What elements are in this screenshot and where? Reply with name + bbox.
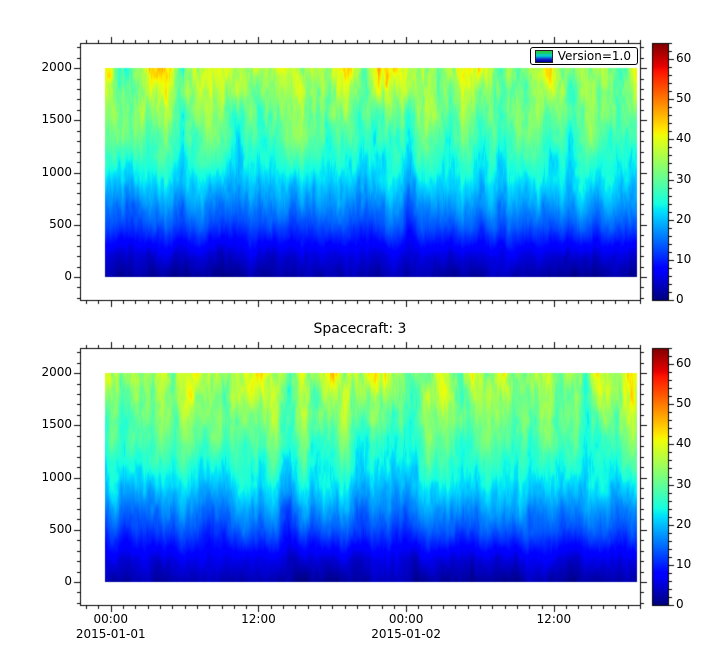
- legend-box: Version=1.0: [529, 47, 638, 65]
- colorbar-tick-label: 60: [676, 51, 692, 66]
- y-tick-label: 2000: [41, 60, 72, 75]
- x-date-label: 2015-01-01: [75, 627, 146, 641]
- x-tick-label: 12:00: [241, 612, 276, 626]
- colorbar-tick-label: 50: [676, 91, 692, 106]
- x-date-label: 2015-01-02: [371, 627, 442, 641]
- colorbar-tick-label: 40: [676, 436, 692, 451]
- y-tick-label: 0: [64, 269, 72, 284]
- y-tick-label: 1000: [41, 469, 72, 484]
- y-tick-label: 500: [49, 216, 72, 231]
- bottom-plot-title: Spacecraft: 3: [313, 321, 407, 337]
- x-tick-label: 00:00: [93, 612, 129, 626]
- colorbar-tick-label: 60: [676, 356, 692, 371]
- colorbar-tick-label: 0: [676, 292, 684, 306]
- colorbar-tick-label: 20: [676, 211, 692, 226]
- colorbar-tick-label: 10: [676, 556, 692, 571]
- y-tick-label: 1500: [41, 417, 72, 432]
- y-tick-label: 1500: [41, 112, 72, 127]
- colorbar-tick-label: 20: [676, 516, 692, 531]
- y-tick-label: 1000: [41, 164, 72, 179]
- colorbar-tick-label: 0: [676, 597, 684, 611]
- y-tick-label: 2000: [41, 365, 72, 380]
- y-tick-label: 500: [49, 521, 72, 536]
- x-tick-label: 12:00: [536, 612, 572, 626]
- colorbar-tick-label: 30: [676, 476, 692, 491]
- y-tick-label: 0: [64, 574, 72, 589]
- colorbar-tick-label: 50: [676, 396, 692, 411]
- colorbar-tick-label: 40: [676, 131, 692, 146]
- x-tick-label: 00:00: [388, 612, 424, 626]
- colorbar-tick-label: 30: [676, 171, 692, 186]
- legend-label: Version=1.0: [557, 49, 631, 63]
- colormap-swatch-icon: [534, 49, 553, 63]
- colorbar-tick-label: 10: [676, 251, 692, 266]
